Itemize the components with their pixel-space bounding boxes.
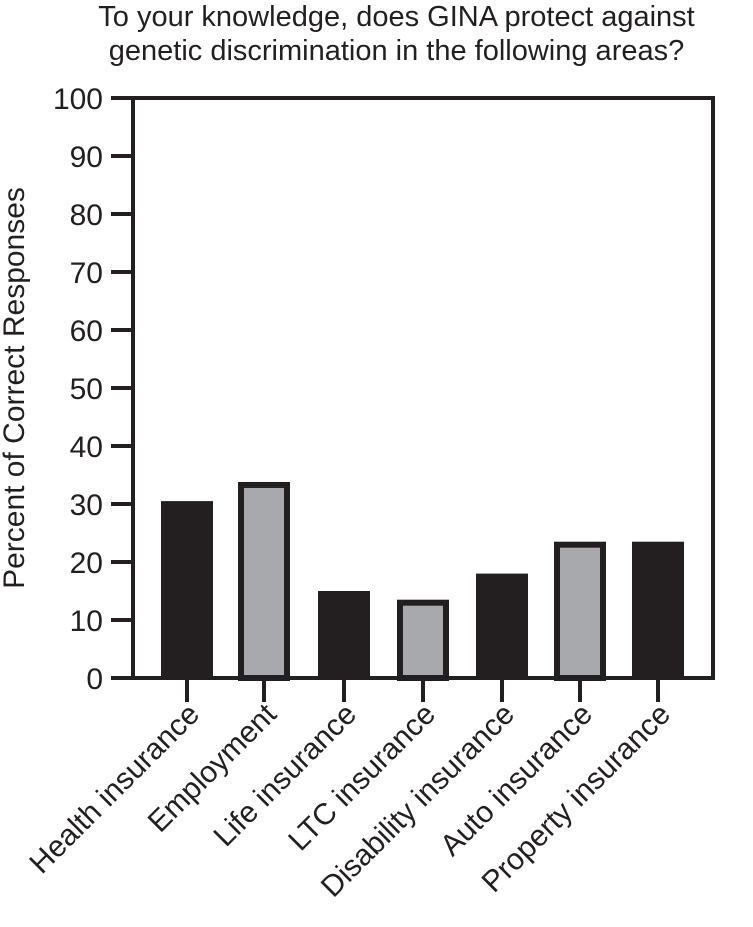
- y-tick-label: 20: [70, 547, 103, 580]
- y-tick-label: 60: [70, 315, 103, 348]
- y-tick-label: 80: [70, 199, 103, 232]
- y-axis-ticks: 0 10 20 30 40 50 60 70 80 90 100: [53, 83, 133, 696]
- bar: [632, 541, 684, 678]
- bars: [161, 481, 684, 682]
- y-tick-label: 0: [86, 663, 103, 696]
- bar: [554, 541, 606, 682]
- bar: [476, 573, 528, 678]
- chart-title: To your knowledge, does GINA protect aga…: [40, 0, 753, 68]
- y-tick-label: 10: [70, 605, 103, 638]
- plot-frame: [131, 96, 715, 680]
- y-tick-label: 100: [53, 83, 103, 116]
- y-tick-label: 90: [70, 141, 103, 174]
- bar: [318, 591, 370, 678]
- y-tick-label: 30: [70, 489, 103, 522]
- y-tick-label: 40: [70, 431, 103, 464]
- bar: [161, 501, 213, 678]
- bar: [238, 481, 290, 681]
- y-axis-title: Percent of Correct Responses: [0, 187, 31, 589]
- y-tick-label: 50: [70, 373, 103, 406]
- y-tick-label: 70: [70, 257, 103, 290]
- chart-title-line-2: genetic discrimination in the following …: [108, 35, 685, 67]
- chart-title-line-1: To your knowledge, does GINA protect aga…: [98, 1, 695, 33]
- bar: [397, 599, 449, 682]
